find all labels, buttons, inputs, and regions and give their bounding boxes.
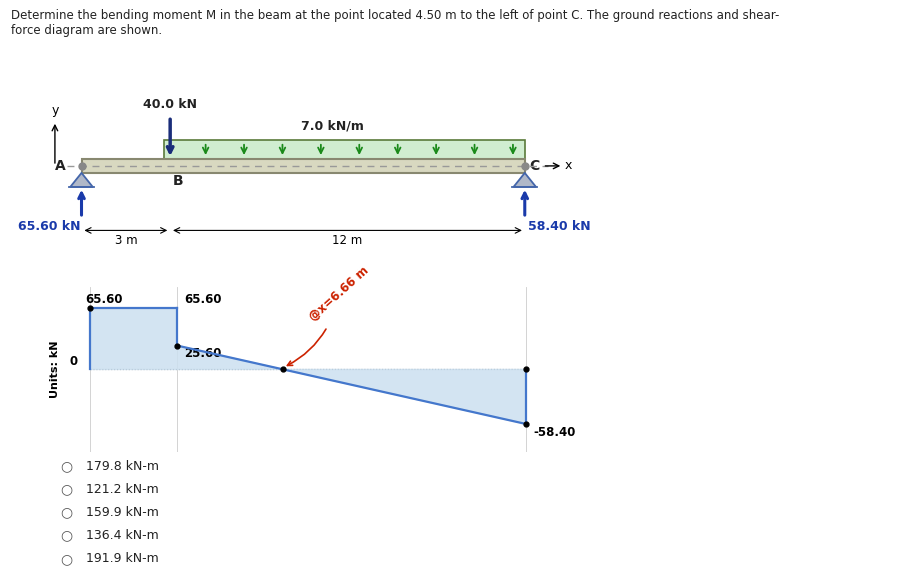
Text: 179.8 kN-m: 179.8 kN-m (86, 460, 158, 472)
Text: 7.0 kN/m: 7.0 kN/m (301, 120, 364, 133)
Text: 40.0 kN: 40.0 kN (143, 98, 197, 111)
Text: 65.60: 65.60 (86, 293, 122, 306)
Text: y: y (52, 104, 59, 118)
Text: ○: ○ (60, 459, 72, 473)
Polygon shape (284, 369, 526, 424)
Text: A: A (54, 159, 65, 173)
Text: 191.9 kN-m: 191.9 kN-m (86, 552, 158, 565)
Text: B: B (173, 174, 184, 188)
Text: @x=6.66 m: @x=6.66 m (287, 264, 371, 365)
Text: -58.40: -58.40 (533, 426, 576, 439)
Text: 121.2 kN-m: 121.2 kN-m (86, 483, 158, 496)
Polygon shape (70, 173, 93, 187)
Text: 0: 0 (70, 355, 78, 368)
Text: 65.60 kN: 65.60 kN (17, 221, 80, 233)
Text: 3 m: 3 m (114, 234, 137, 247)
Text: x: x (565, 159, 572, 173)
Text: Determine the bending moment M in the beam at the point located 4.50 m to the le: Determine the bending moment M in the be… (11, 9, 779, 21)
Text: Units: kN: Units: kN (50, 340, 60, 398)
Polygon shape (514, 173, 536, 187)
Text: force diagram are shown.: force diagram are shown. (11, 24, 162, 37)
Text: 58.40 kN: 58.40 kN (528, 221, 590, 233)
Text: 159.9 kN-m: 159.9 kN-m (86, 506, 158, 519)
Text: ○: ○ (60, 505, 72, 519)
Text: 65.60: 65.60 (184, 293, 222, 306)
Text: ○: ○ (60, 529, 72, 543)
Bar (164, 140, 525, 159)
Text: C: C (530, 159, 540, 173)
Text: ○: ○ (60, 552, 72, 566)
Polygon shape (89, 308, 284, 369)
Text: ○: ○ (60, 482, 72, 496)
Bar (82, 159, 525, 173)
Text: 25.60: 25.60 (184, 347, 222, 360)
Text: 12 m: 12 m (332, 234, 363, 247)
Text: 136.4 kN-m: 136.4 kN-m (86, 529, 158, 542)
